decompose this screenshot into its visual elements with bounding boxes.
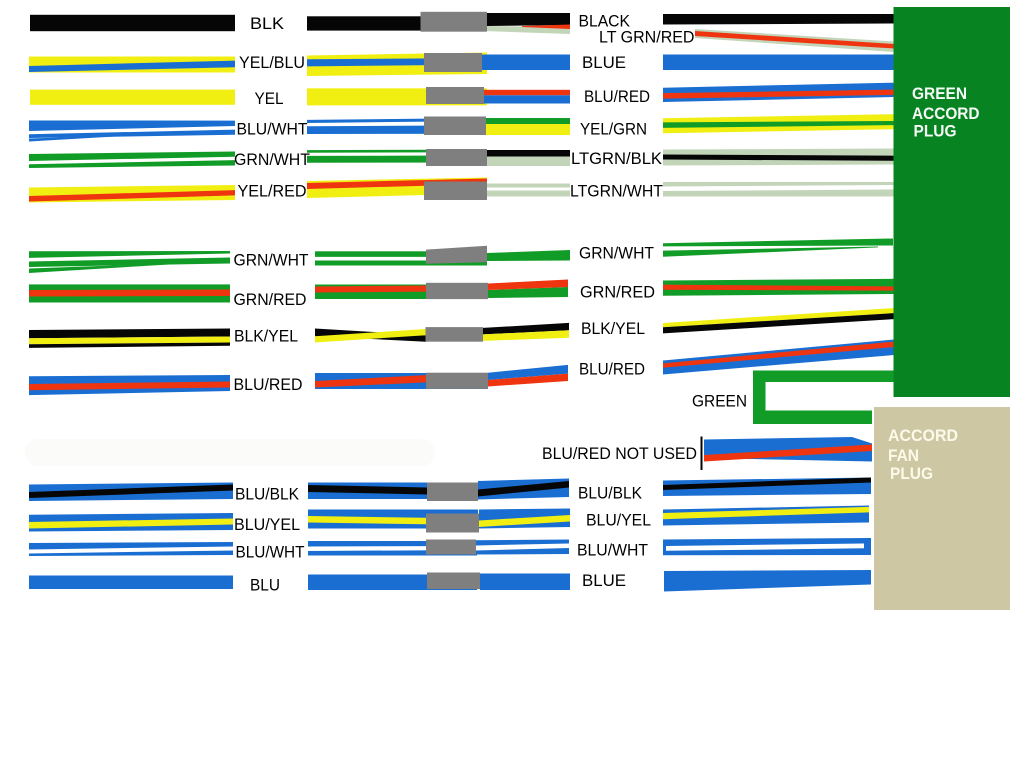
svg-text:BLUE: BLUE [582, 53, 626, 72]
svg-text:BLU/RED NOT USED: BLU/RED NOT USED [542, 444, 697, 463]
svg-text:BLU/YEL: BLU/YEL [586, 511, 651, 530]
svg-text:PLUG: PLUG [914, 122, 957, 141]
svg-text:BLU/RED: BLU/RED [579, 360, 645, 379]
svg-text:YEL/BLU: YEL/BLU [239, 53, 305, 72]
svg-text:BLU/BLK: BLU/BLK [235, 485, 300, 504]
svg-text:LTGRN/WHT: LTGRN/WHT [570, 182, 663, 201]
svg-text:PLUG: PLUG [890, 464, 933, 483]
svg-text:GRN/RED: GRN/RED [234, 290, 307, 309]
svg-text:GRN/WHT: GRN/WHT [234, 150, 310, 169]
svg-text:BLU/RED: BLU/RED [234, 375, 303, 394]
svg-text:GRN/WHT: GRN/WHT [234, 251, 309, 270]
svg-text:FAN: FAN [888, 446, 919, 465]
svg-text:GRN/RED: GRN/RED [580, 283, 655, 302]
svg-text:BLU/WHT: BLU/WHT [236, 543, 305, 562]
svg-text:BLK: BLK [250, 14, 285, 33]
svg-text:GREEN: GREEN [912, 84, 967, 103]
svg-text:BLACK: BLACK [579, 12, 631, 31]
svg-text:ACCORD: ACCORD [888, 426, 958, 445]
svg-text:BLU/RED: BLU/RED [584, 87, 650, 106]
svg-text:YEL/RED: YEL/RED [238, 182, 307, 201]
svg-text:GREEN: GREEN [692, 392, 747, 411]
svg-text:BLU/WHT: BLU/WHT [577, 541, 648, 560]
svg-text:ACCORD: ACCORD [912, 104, 980, 123]
svg-text:BLK/YEL: BLK/YEL [234, 327, 298, 346]
svg-text:YEL: YEL [255, 89, 284, 108]
svg-text:BLUE: BLUE [582, 571, 626, 590]
svg-text:YEL/GRN: YEL/GRN [580, 120, 647, 139]
svg-text:GRN/WHT: GRN/WHT [579, 244, 654, 263]
svg-text:BLU/YEL: BLU/YEL [234, 515, 300, 534]
svg-text:BLU/WHT: BLU/WHT [237, 120, 308, 139]
svg-text:BLU/BLK: BLU/BLK [578, 484, 643, 503]
svg-text:BLK/YEL: BLK/YEL [581, 319, 645, 338]
svg-text:BLU: BLU [250, 576, 280, 595]
svg-text:LT GRN/RED: LT GRN/RED [599, 28, 695, 47]
svg-text:LTGRN/BLK: LTGRN/BLK [571, 149, 663, 168]
